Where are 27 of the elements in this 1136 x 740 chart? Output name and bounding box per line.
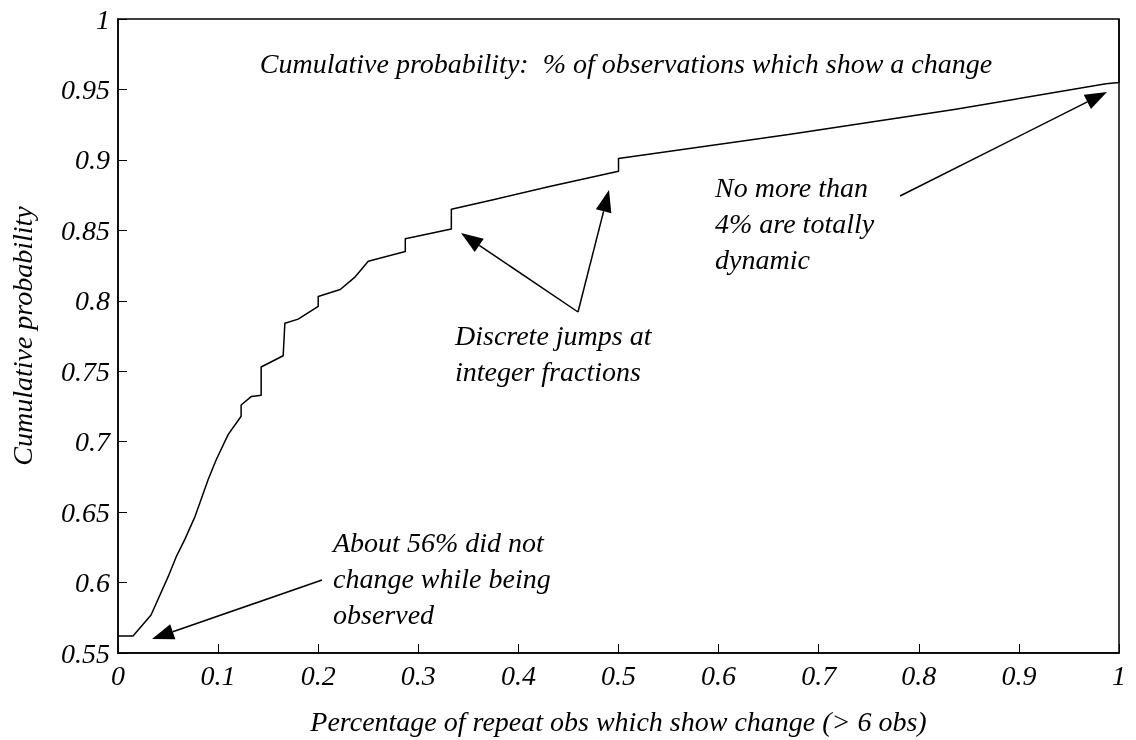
annotation: About 56% did not change while being observed (331, 526, 551, 630)
x-axis-title: Percentage of repeat obs which show change (> 6 obs) (309, 705, 927, 737)
x-tick-label: 0.4 (500, 659, 536, 691)
x-tick-label: 0.8 (901, 659, 937, 691)
y-tick-label: 0.9 (75, 144, 110, 176)
x-tick-label: 0.5 (601, 659, 636, 691)
annotation: No more than 4% are totally dynamic (714, 171, 875, 275)
text: Cumulative probability: % of observations which show a change (259, 47, 993, 79)
y-tick-label: 0.8 (75, 285, 110, 317)
x-tick-label: 0.6 (701, 659, 737, 691)
x-tick-label: 0.7 (801, 659, 838, 691)
y-tick-label: 0.75 (61, 355, 110, 387)
x-tick-label: 0 (111, 659, 125, 691)
y-tick-label: 0.7 (75, 426, 111, 458)
annotation: Discrete jumps at integer fractions (454, 319, 653, 387)
y-tick-label: 0.85 (61, 214, 110, 246)
x-tick-label: 0.3 (400, 659, 436, 691)
x-tick-label: 0.9 (1001, 659, 1037, 691)
x-tick-label: 0.1 (200, 659, 236, 691)
x-tick-label: 0.2 (300, 659, 336, 691)
y-tick-label: 0.55 (61, 637, 110, 669)
x-tick-label: 1 (1112, 659, 1126, 691)
y-tick-label: 0.6 (75, 567, 110, 599)
y-tick-label: 0.65 (61, 496, 110, 528)
y-axis-title: Cumulative probability (6, 205, 38, 466)
y-tick-label: 1 (96, 3, 110, 35)
y-tick-label: 0.95 (61, 73, 110, 105)
